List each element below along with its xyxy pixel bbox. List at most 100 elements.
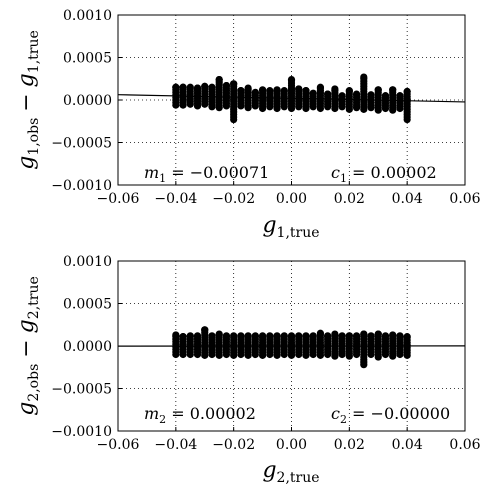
annotation-intercept: c2 = −0.00000: [331, 404, 450, 426]
data-point: [324, 90, 332, 98]
data-point: [266, 87, 274, 95]
annotation-slope: m2 = 0.00002: [144, 404, 256, 426]
data-point: [201, 82, 209, 90]
data-point: [302, 332, 310, 340]
data-point: [222, 332, 231, 340]
data-point: [396, 92, 404, 100]
data-point: [273, 332, 281, 340]
data-point: [309, 332, 317, 340]
y-ticks: −0.0010 −0.0005 0.0000 0.0005 0.0010: [51, 254, 122, 440]
data-point: [287, 76, 296, 84]
data-point: [360, 73, 368, 81]
data-point: [179, 83, 187, 91]
data-point: [345, 332, 353, 340]
x-tick-label: −0.04: [154, 437, 197, 453]
data-point: [222, 81, 231, 90]
data-point: [237, 87, 245, 95]
data-point: [172, 331, 180, 339]
data-point: [186, 83, 194, 91]
x-ticks: −0.06 −0.04 −0.02 0.00 0.02 0.04 0.06: [97, 181, 481, 207]
y-tick-label: 0.0005: [63, 297, 112, 313]
data-point: [324, 332, 332, 340]
data-point: [396, 332, 404, 340]
data-point: [374, 86, 382, 94]
y-tick-label: −0.0010: [51, 178, 112, 194]
y-axis-label: g2,obs−g2,true: [14, 276, 42, 416]
y-tick-label: 0.0010: [63, 8, 112, 24]
data-point: [295, 332, 303, 340]
data-point: [251, 88, 259, 96]
data-point: [403, 333, 411, 341]
data-point: [352, 90, 361, 98]
data-point: [345, 87, 353, 95]
data-point: [367, 91, 375, 99]
fit-line: [117, 94, 466, 103]
y-tick-label: −0.0005: [51, 382, 112, 398]
data-point: [208, 332, 216, 340]
data-point: [338, 332, 346, 340]
x-tick-label: 0.06: [449, 437, 480, 453]
data-point: [331, 330, 339, 338]
x-tick-label: 0.02: [334, 437, 365, 453]
data-point: [367, 332, 375, 340]
data-point: [403, 87, 411, 96]
data-point: [316, 329, 325, 337]
data-point: [302, 87, 310, 95]
y-tick-label: −0.0010: [51, 424, 112, 440]
y-ticks: −0.0010 −0.0005 0.0000 0.0005 0.0010: [51, 8, 122, 194]
data-point: [215, 330, 223, 338]
y-tick-label: 0.0000: [63, 339, 112, 355]
annotation-intercept: c1 = 0.00002: [331, 163, 437, 185]
x-tick-label: 0.02: [334, 191, 365, 207]
data-point: [251, 332, 259, 340]
data-point: [331, 85, 339, 93]
x-tick-label: 0.00: [276, 437, 307, 453]
x-ticks: −0.06 −0.04 −0.02 0.00 0.02 0.04 0.06: [97, 427, 481, 453]
data-point: [273, 86, 281, 94]
x-axis-label: g2,true: [262, 458, 319, 486]
data-point: [287, 332, 296, 340]
x-tick-label: −0.02: [212, 191, 255, 207]
data-point: [389, 331, 397, 339]
data-point: [230, 332, 238, 340]
data-point: [179, 333, 187, 341]
data-point: [389, 86, 397, 94]
data-point: [381, 92, 390, 100]
y-tick-label: 0.0010: [63, 254, 112, 270]
data-point: [381, 332, 390, 340]
fit-line-group: [117, 94, 466, 103]
y-axis-label: g1,obs−g1,true: [14, 30, 42, 170]
x-tick-label: 0.04: [392, 437, 423, 453]
data-point: [172, 83, 180, 91]
y-tick-label: 0.0000: [63, 93, 112, 109]
data-point: [266, 332, 274, 340]
data-point: [244, 84, 252, 92]
data-point: [258, 86, 267, 94]
data-point: [237, 332, 245, 340]
data-point: [338, 92, 346, 100]
data-point: [309, 89, 317, 97]
data-point: [201, 326, 209, 334]
data-point: [186, 332, 194, 340]
annotation-slope: m1 = −0.00071: [144, 163, 269, 185]
data-point: [316, 83, 325, 91]
x-tick-label: −0.06: [97, 191, 140, 207]
data-point: [280, 87, 288, 95]
data-point: [193, 84, 202, 92]
data-point: [244, 332, 252, 340]
data-point: [215, 76, 223, 84]
data-point: [280, 332, 288, 340]
data-point: [208, 83, 216, 91]
y-tick-label: 0.0005: [63, 51, 112, 67]
y-tick-label: −0.0005: [51, 136, 112, 152]
data-point: [360, 330, 368, 338]
data-point: [230, 80, 238, 88]
x-tick-label: −0.04: [154, 191, 197, 207]
x-tick-label: 0.04: [392, 191, 423, 207]
data-point: [352, 332, 361, 340]
data-point: [374, 330, 382, 338]
data-point: [258, 332, 267, 340]
